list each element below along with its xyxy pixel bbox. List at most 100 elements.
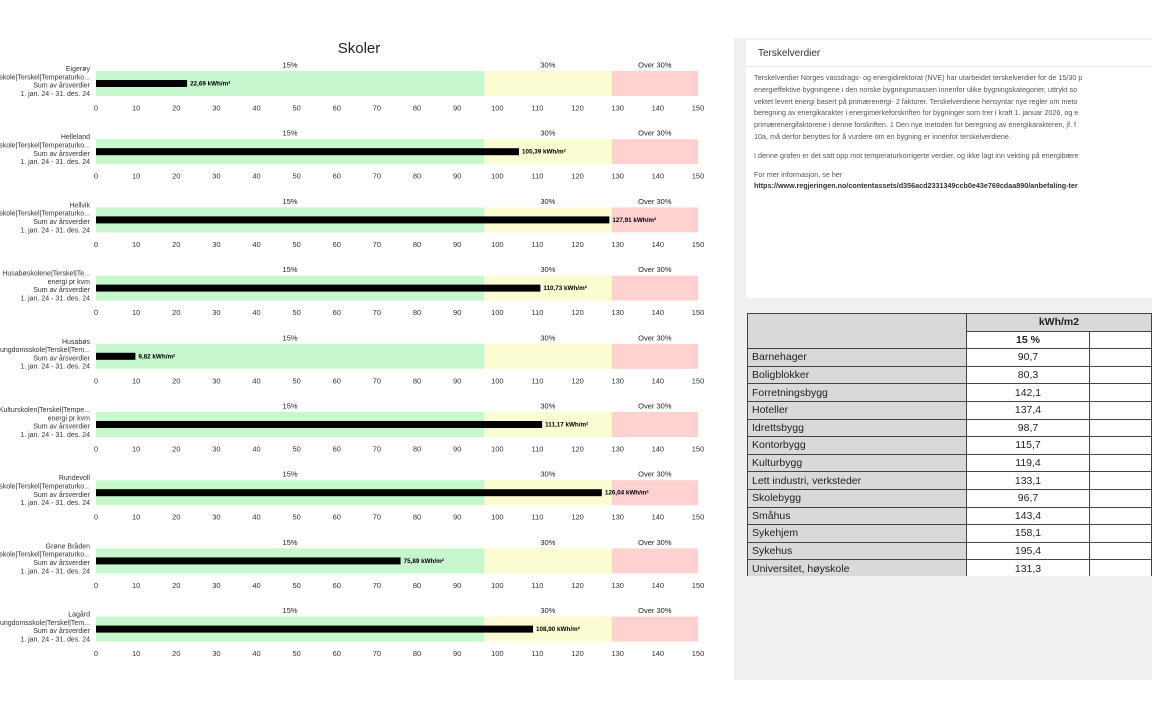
- info-more-text: For mer informasjon, se her: [754, 169, 843, 179]
- tick-label: 110: [531, 104, 543, 113]
- band-3: [611, 275, 698, 301]
- tick-label: 90: [453, 240, 461, 249]
- tick-label: 40: [252, 308, 260, 317]
- row-label: energi pr kvm: [48, 279, 91, 286]
- tick-label: 70: [373, 445, 381, 454]
- table-cell-extra: [1089, 348, 1152, 367]
- value-bar: [96, 352, 136, 360]
- tick-label: 10: [132, 445, 140, 454]
- tick-label: 50: [292, 308, 300, 317]
- tick-label: 140: [652, 513, 665, 522]
- table-subheader-row: 15 %: [748, 330, 1152, 350]
- tick-label: 130: [611, 240, 624, 249]
- tick-label: 140: [652, 104, 665, 113]
- band-label: 30%: [540, 333, 555, 342]
- info-paragraph-1: Terskelverdier Norges vassdrags- og ener…: [754, 72, 1152, 143]
- row-label: Helleland: [61, 134, 90, 141]
- table-cell-extra: [1089, 488, 1152, 508]
- tick-label: 30: [212, 376, 220, 385]
- tick-label: 90: [453, 376, 461, 385]
- tick-label: 30: [212, 104, 220, 113]
- tick-label: 20: [172, 376, 180, 385]
- table-cell-category: Sykehus: [747, 541, 967, 561]
- tick-label: 60: [333, 649, 341, 658]
- table-row: Hoteller 137,4: [747, 400, 1152, 420]
- tick-label: 70: [373, 581, 381, 590]
- band-3: [611, 548, 698, 574]
- tick-label: 40: [252, 581, 260, 590]
- row-label: 1. jan. 24 - 31. des. 24: [20, 432, 90, 439]
- table-cell-value: 195,4: [965, 541, 1091, 561]
- row-label: 1. jan. 24 - 31. des. 24: [20, 227, 90, 234]
- value-bar: [96, 625, 534, 633]
- tick-label: 130: [611, 172, 624, 181]
- tick-label: 130: [611, 104, 624, 113]
- tick-label: 80: [413, 172, 421, 181]
- row-label: Rundevoll: [59, 475, 91, 482]
- table-row: Boligblokker 80,3: [747, 365, 1152, 385]
- table-cell-value: 143,4: [965, 506, 1091, 526]
- value-label: 110,73 kWh/m²: [543, 285, 586, 292]
- tick-label: 20: [172, 581, 180, 590]
- band-label: Over 30%: [638, 61, 672, 70]
- table-cell-value: 96,7: [965, 488, 1091, 508]
- bullet-chart-5: 15% 30% Over 30% 9,82 kWh/m² Husabøsungdomss…: [0, 333, 704, 385]
- tick-label: 40: [252, 240, 260, 249]
- tick-label: 50: [292, 445, 300, 454]
- info-line: 10a, må derfor benyttes for å vurdere om…: [754, 131, 1011, 141]
- band-label: Over 30%: [638, 333, 672, 342]
- tick-label: 120: [571, 649, 584, 658]
- tick-label: 30: [212, 581, 220, 590]
- band-label: 15%: [283, 333, 298, 342]
- tick-label: 130: [611, 308, 624, 317]
- bullet-chart-2: 15% 30% Over 30% 105,39 kWh/m² Helleland skol…: [0, 129, 704, 181]
- info-card: Terskelverdier Terskelverdier Norges vas…: [746, 40, 1152, 298]
- tick-label: 50: [292, 240, 300, 249]
- tick-label: 70: [373, 308, 381, 317]
- tick-label: 10: [132, 308, 140, 317]
- table-row: Kulturbygg 119,4: [747, 453, 1152, 473]
- bullet-chart-6: 15% 30% Over 30% 111,17 kWh/m² Kulturskolen|…: [0, 402, 704, 454]
- band-label: 30%: [540, 402, 555, 411]
- tick-label: 130: [611, 649, 624, 658]
- tick-label: 60: [333, 240, 341, 249]
- bullet-chart-1: 15% 30% Over 30% 22,69 kWh/m² Eigerøyskole|T…: [0, 61, 704, 113]
- info-link[interactable]: https://www.regjeringen.no/contentassets…: [754, 181, 1078, 191]
- value-label: 111,17 kWh/m²: [545, 422, 588, 429]
- tick-label: 0: [94, 172, 98, 181]
- value-label: 105,39 kWh/m²: [522, 149, 566, 156]
- info-line: beregning av energikarakter i energimerk…: [754, 108, 1079, 118]
- row-label: skole|Terskel|Temperaturko...: [0, 552, 90, 559]
- table-cell-extra: [1089, 418, 1152, 438]
- tick-label: 80: [413, 240, 421, 249]
- tick-label: 30: [212, 445, 220, 454]
- row-label: Husabøs: [62, 339, 91, 346]
- tick-label: 140: [652, 240, 665, 249]
- band-3: [611, 71, 698, 96]
- tick-label: 30: [212, 513, 220, 522]
- band-label: 15%: [283, 61, 298, 70]
- table-cell-extra: [1089, 400, 1152, 420]
- bullet-chart-8: 15% 30% Over 30% 75,89 kWh/m² Grøne Bråden sk…: [0, 538, 704, 590]
- band-label: Over 30%: [638, 197, 672, 206]
- table-cell-extra: [1089, 436, 1152, 455]
- info-card-body: Terskelverdier Norges vassdrags- og ener…: [754, 72, 1152, 199]
- table-header-row: kWh/m2: [747, 313, 1152, 350]
- value-bar: [96, 557, 401, 565]
- tick-label: 60: [333, 172, 341, 181]
- tick-label: 40: [252, 445, 260, 454]
- band-3: [611, 139, 698, 165]
- table-cell-category: Kulturbygg: [747, 453, 967, 473]
- value-bar: [96, 284, 541, 292]
- tick-label: 50: [292, 104, 300, 113]
- table-row: Idrettsbygg 98,7: [747, 418, 1152, 438]
- tick-label: 70: [373, 376, 381, 385]
- tick-label: 10: [132, 172, 140, 181]
- row-label: Sum av årsverdier: [33, 559, 90, 567]
- band-2: [484, 343, 612, 369]
- band-label: 15%: [283, 402, 298, 411]
- row-label: Sum av årsverdier: [33, 354, 90, 362]
- band-label: 15%: [283, 538, 298, 547]
- table-row: Sykehjem 158,1: [747, 524, 1152, 543]
- tick-label: 120: [571, 308, 584, 317]
